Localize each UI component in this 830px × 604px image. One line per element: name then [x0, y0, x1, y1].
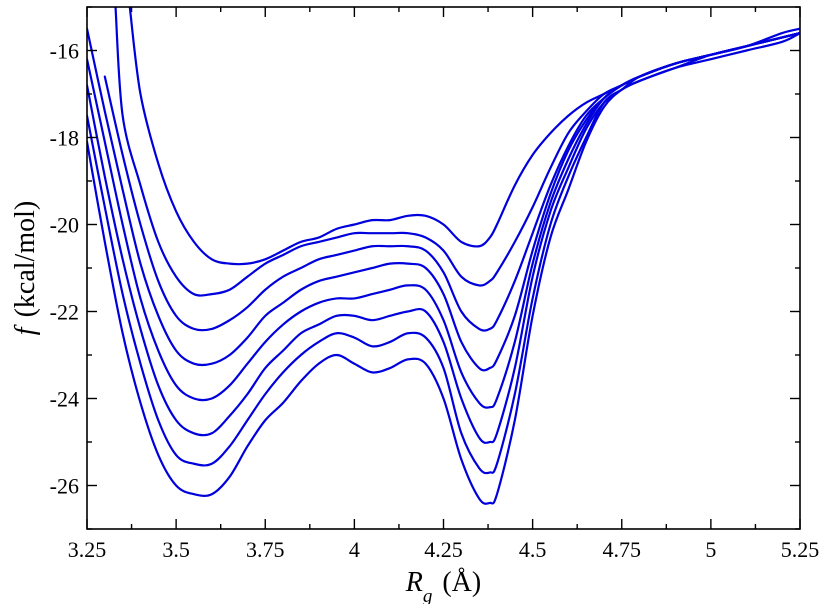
x-axis-subscript: g — [423, 586, 433, 604]
plot-frame — [86, 6, 801, 530]
series-line-3 — [87, 32, 800, 444]
x-tick-label: 4.75 — [603, 537, 642, 562]
x-tick-label: 3.5 — [162, 537, 190, 562]
y-tick-label: -26 — [50, 474, 79, 499]
y-axis-unit: (kcal/mol) — [10, 201, 41, 318]
y-axis-symbol: f — [10, 324, 41, 335]
x-axis-label: Rg (Å) — [405, 567, 481, 604]
x-axis-unit: (Å) — [442, 567, 481, 598]
y-tick-label: -20 — [50, 213, 79, 238]
series-line-7 — [114, 7, 800, 297]
series-line-2 — [87, 32, 800, 475]
y-tick-label: -22 — [50, 300, 79, 325]
x-tick-label: 4.25 — [424, 537, 463, 562]
x-tick-label: 5 — [705, 537, 716, 562]
series-line-4 — [87, 32, 800, 409]
y-tick-label: -16 — [50, 39, 79, 64]
plot-area — [87, 7, 800, 505]
x-tick-label: 3.75 — [246, 537, 285, 562]
x-tick-label: 5.25 — [781, 537, 820, 562]
x-tick-label: 4.5 — [519, 537, 547, 562]
y-tick-label: -24 — [50, 387, 79, 412]
x-tick-label: 4 — [349, 537, 360, 562]
x-axis-symbol: R — [405, 567, 423, 598]
axis-ticks — [86, 6, 801, 530]
y-tick-label: -18 — [50, 126, 79, 151]
x-tick-label: 3.25 — [68, 537, 107, 562]
y-axis-label: f (kcal/mol) — [10, 201, 41, 335]
series-line-6 — [103, 32, 800, 332]
tick-labels: 3.25 3.5 3.75 4 4.25 4.5 4.75 5 5.25 -16 -18 -20 -22… — [50, 39, 820, 563]
series-line-8 — [128, 7, 800, 266]
